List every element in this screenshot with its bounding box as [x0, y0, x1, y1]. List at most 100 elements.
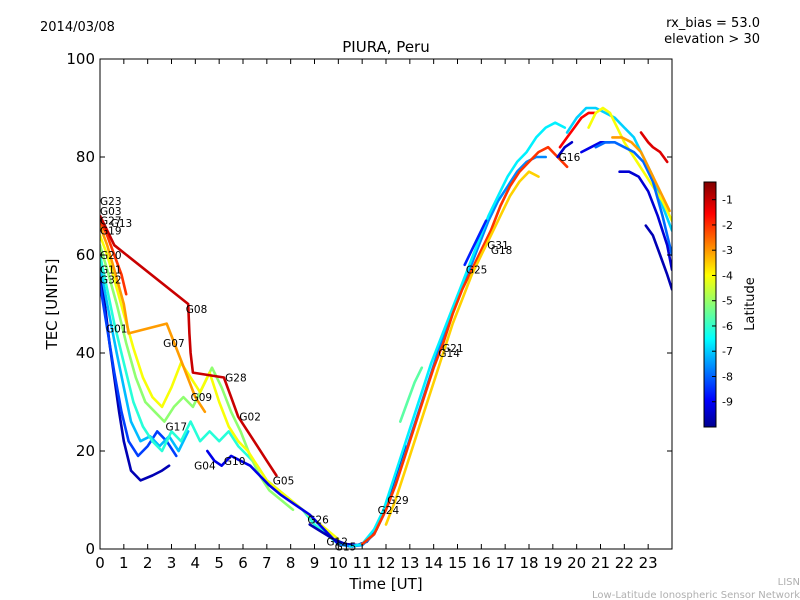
x-tick-label: 18: [519, 554, 538, 572]
series-trace-5: [100, 234, 340, 541]
x-tick-label: 16: [472, 554, 491, 572]
colorbar-tick-label: -7: [722, 345, 733, 358]
x-tick-label: 7: [262, 554, 272, 572]
satellite-label: G02: [239, 412, 260, 424]
satellite-label: G29: [387, 495, 409, 507]
satellite-label: G01: [106, 324, 128, 336]
colorbar-tick-label: -3: [722, 244, 733, 257]
satellite-label: G27: [100, 216, 122, 228]
footer-lisn: LISN: [778, 577, 800, 588]
series-trace-26: [644, 224, 672, 291]
satellite-label: G10: [224, 456, 246, 468]
x-tick-label: 15: [448, 554, 467, 572]
chart-title: PIURA, Peru: [342, 38, 429, 56]
satellite-label: G13: [111, 218, 133, 230]
series-trace-25: [639, 131, 669, 164]
satellite-label: G15: [335, 542, 357, 554]
colorbar-tick-label: -4: [722, 269, 733, 282]
series-trace-12: [349, 121, 567, 548]
satellite-label: G16: [559, 152, 581, 164]
x-tick-label: 1: [119, 554, 129, 572]
satellite-label: G19: [100, 226, 122, 238]
series-layer: [100, 106, 672, 548]
x-tick-label: 11: [353, 554, 372, 572]
x-tick-label: 4: [191, 554, 201, 572]
y-tick-label: 80: [76, 148, 95, 166]
satellite-label: G25: [466, 265, 488, 277]
series-trace-15: [384, 170, 540, 526]
colorbar-tick-label: -9: [722, 396, 733, 409]
y-tick-label: 40: [76, 344, 95, 362]
satellite-label: G17: [166, 422, 188, 434]
colorbar: [703, 181, 717, 428]
x-tick-label: 10: [329, 554, 348, 572]
y-tick-label: 20: [76, 442, 95, 460]
satellite-label: G14: [438, 348, 460, 360]
y-axis: 0 20 40 60 80 100: [66, 50, 672, 558]
satellite-label: G32: [100, 275, 122, 287]
satellite-label: G28: [225, 373, 247, 385]
series-trace-17: [556, 141, 574, 159]
series-trace-16: [463, 219, 488, 267]
satellite-label: G18: [491, 245, 513, 257]
satellite-label: G20: [100, 250, 122, 262]
satellite-label: G31: [487, 240, 509, 252]
satellite-label: G05: [273, 475, 295, 487]
x-tick-label: 5: [214, 554, 224, 572]
x-tick-label: 2: [143, 554, 153, 572]
x-tick-label: 12: [376, 554, 395, 572]
footer-network: Low-Latitude Ionospheric Sensor Network: [592, 590, 800, 600]
x-tick-label: 17: [496, 554, 515, 572]
x-tick-label: 9: [310, 554, 320, 572]
x-tick-label: 6: [238, 554, 248, 572]
colorbar-tick-label: -1: [722, 194, 733, 207]
x-axis-label: Time [UT]: [348, 575, 422, 593]
satellite-label: G11: [100, 265, 122, 277]
series-trace-18: [558, 111, 597, 149]
x-tick-label: 21: [591, 554, 610, 572]
x-tick-label: 0: [95, 554, 105, 572]
x-tick-label: 23: [639, 554, 658, 572]
satellite-label: G26: [307, 515, 329, 527]
satellite-label: G12: [326, 537, 348, 549]
colorbar-tick-label: -8: [722, 370, 733, 383]
series-trace-1: [100, 283, 178, 458]
series-trace-24: [611, 136, 671, 213]
satellite-label: G04: [194, 461, 216, 473]
x-tick-label: 8: [286, 554, 296, 572]
satellite-label: G03: [100, 206, 122, 218]
satellite-label: G09: [191, 392, 213, 404]
y-tick-label: 60: [76, 246, 95, 264]
satellite-label: G08: [186, 304, 208, 316]
y-axis-label: TEC [UNITS]: [43, 259, 61, 351]
satellite-label: G21: [442, 343, 464, 355]
x-tick-label: 3: [167, 554, 177, 572]
x-tick-label: 13: [400, 554, 419, 572]
x-axis: 0 1 2 3 4 5 6 7 8 9 10 11 12 13 14 15 16 17 18 19 20 21 22 23: [95, 59, 658, 572]
satellite-label: G23: [100, 196, 122, 208]
date-label: 2014/03/08: [40, 20, 115, 35]
rx-bias-label: rx_bias = 53.0: [666, 16, 760, 31]
colorbar-label: Latitude: [743, 277, 758, 331]
series-trace-2: [100, 263, 190, 453]
y-tick-label: 0: [85, 540, 95, 558]
series-trace-22: [594, 141, 672, 257]
colorbar-tick-label: -5: [722, 295, 733, 308]
elevation-label: elevation > 30: [664, 32, 760, 47]
series-trace-14: [360, 145, 569, 546]
series-trace-9: [206, 449, 354, 548]
series-trace-13: [399, 366, 424, 423]
series-trace-7: [100, 219, 128, 296]
y-tick-label: 100: [66, 50, 95, 68]
x-tick-label: 19: [543, 554, 562, 572]
x-tick-label: 20: [567, 554, 586, 572]
series-trace-6: [100, 224, 207, 414]
x-tick-label: 22: [615, 554, 634, 572]
x-tick-label: 14: [424, 554, 443, 572]
colorbar-ticks: -1 -2 -3 -4 -5 -6 -7 -8 -9: [712, 194, 733, 409]
series-trace-8: [100, 214, 278, 477]
colorbar-tick-label: -2: [722, 219, 733, 232]
satellite-label: G24: [378, 505, 400, 517]
